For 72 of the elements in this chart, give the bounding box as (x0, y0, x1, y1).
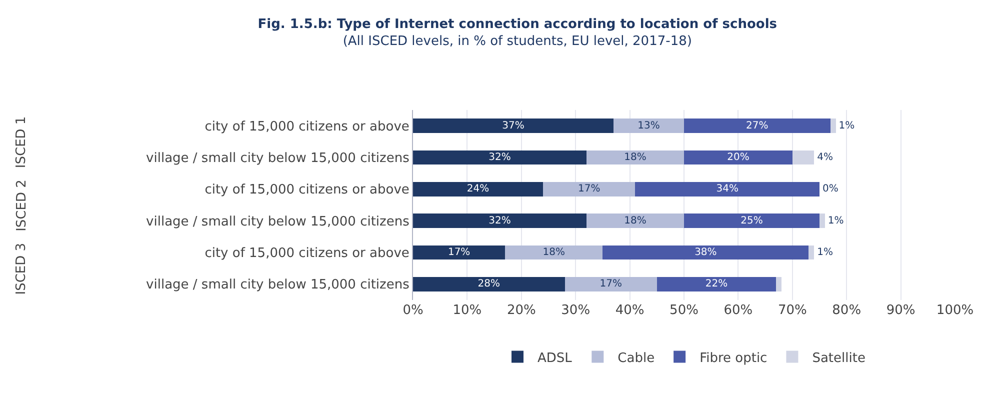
bar (586, 150, 684, 165)
data-label: 37% (502, 120, 524, 132)
bar (564, 277, 657, 292)
data-label: 20% (727, 152, 750, 164)
y-tick-label: city of 15,000 citizens or above (204, 182, 410, 198)
x-tick-label: 10% (452, 303, 482, 318)
data-label: 27% (746, 120, 768, 132)
x-tick-label: 40% (615, 303, 644, 318)
bar (505, 245, 603, 260)
chart-title: Fig. 1.5.b: Type of Internet connection according to location of schools (258, 17, 778, 32)
data-label: 38% (694, 247, 717, 258)
bar (602, 245, 809, 260)
data-label: 17% (600, 278, 622, 290)
legend-label: ADSL (538, 350, 573, 366)
y-tick-label: village / small city below 15,000 citizens (146, 278, 410, 293)
legend-label: Cable (618, 350, 655, 366)
y-tick-label: city of 15,000 citizens or above (204, 246, 410, 262)
data-label: 17% (578, 184, 600, 195)
bar (614, 118, 684, 133)
x-tick-label: 50% (670, 303, 698, 318)
y-tick-label: village / small city below 15,000 citizens (146, 151, 410, 166)
y-tick-label: city of 15,000 citizens or above (204, 119, 410, 134)
bar (684, 214, 820, 228)
text: ISCED 3 (14, 242, 30, 295)
bar (413, 277, 565, 292)
bar (792, 150, 814, 165)
bar (808, 245, 814, 260)
legend-label: Satellite (812, 350, 866, 366)
data-label: 1% (828, 215, 844, 226)
data-label: 18% (624, 152, 646, 164)
bar (413, 214, 586, 228)
x-tick-label: 90% (886, 303, 916, 318)
y-tick-label: village / small city below 15,000 citizens (146, 214, 410, 230)
bar (413, 118, 614, 133)
data-label: 18% (542, 247, 566, 258)
text: ISCED 1 (14, 116, 29, 168)
bar (684, 150, 792, 165)
bar (820, 214, 825, 228)
x-tick-label: 70% (778, 303, 807, 318)
data-label: 25% (740, 215, 763, 226)
data-label: 0% (822, 184, 838, 195)
data-label: 32% (488, 152, 511, 164)
bar (413, 182, 544, 196)
data-label: 1% (838, 120, 855, 132)
bar (413, 245, 506, 260)
data-label: 32% (488, 215, 511, 226)
data-label: 1% (817, 247, 833, 258)
bar (635, 182, 820, 196)
data-label: 34% (716, 184, 738, 195)
bar (413, 150, 586, 165)
bar (656, 277, 776, 292)
data-label: 22% (705, 278, 728, 290)
data-label: 28% (478, 278, 500, 290)
text: ISCED 2 (14, 180, 30, 232)
bar (830, 118, 836, 133)
data-label: 24% (466, 184, 490, 195)
x-tick-label: 100% (936, 303, 974, 318)
bar (684, 118, 830, 133)
x-tick-label: 0% (402, 303, 424, 318)
data-label: 17% (448, 247, 470, 258)
x-tick-label: 80% (832, 303, 862, 318)
x-tick-label: 30% (561, 303, 590, 318)
legend-label: Fibre optic (700, 350, 768, 366)
data-label: 18% (624, 215, 646, 226)
x-tick-label: 20% (506, 303, 536, 318)
data-label: 4% (817, 152, 833, 164)
data-label: 13% (638, 120, 660, 132)
x-tick-label: 60% (724, 303, 753, 318)
bar (586, 214, 684, 228)
bar (543, 182, 636, 196)
bar (776, 277, 782, 292)
chart-subtitle: (All ISCED levels, in % of students, EU level, 2017-18) (342, 34, 692, 50)
